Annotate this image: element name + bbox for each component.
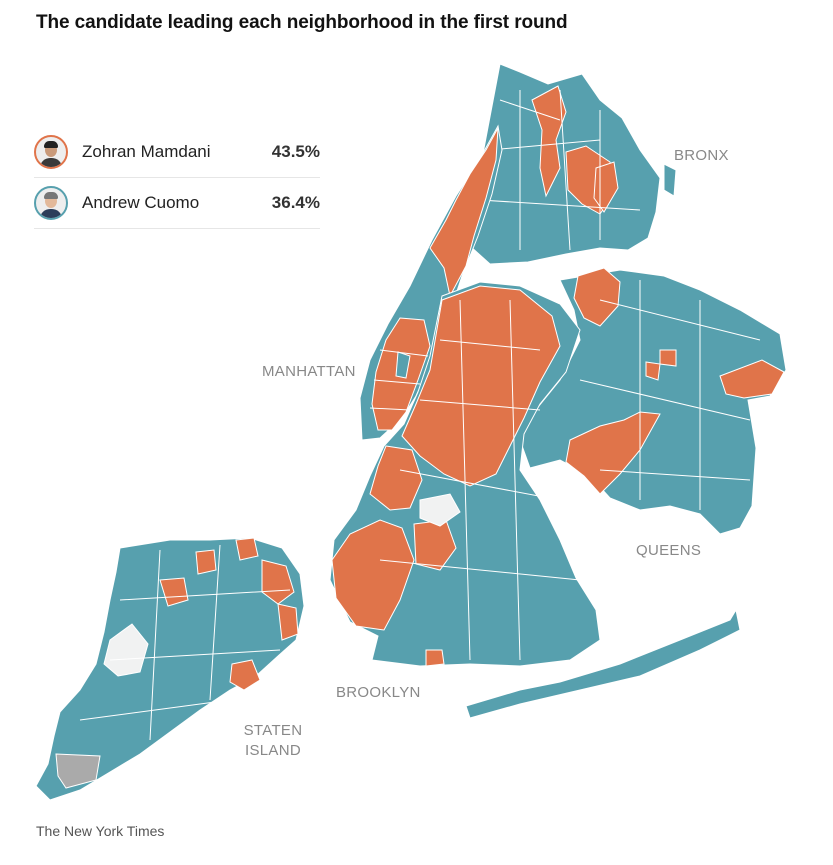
neighborhood — [103, 623, 149, 677]
borough-outline — [379, 299, 581, 661]
manhattan-borough — [359, 124, 503, 441]
legend-row-mamdani: Zohran Mamdani 43.5% — [34, 127, 320, 178]
neighborhood — [261, 559, 295, 605]
candidate-legend: Zohran Mamdani 43.5% Andrew Cuomo 36.4% — [34, 127, 320, 229]
neighborhood — [719, 359, 785, 399]
neighborhood — [35, 537, 305, 801]
neighborhood — [663, 163, 677, 197]
neighborhood — [573, 267, 621, 327]
neighborhood — [369, 445, 423, 511]
neighborhood — [277, 603, 299, 641]
map-title: The candidate leading each neighborhood … — [36, 12, 568, 33]
borough-outline — [369, 349, 429, 411]
brooklyn-borough — [329, 281, 601, 667]
source-credit: The New York Times — [36, 823, 165, 839]
borough-outline — [79, 544, 291, 741]
neighborhood — [195, 549, 217, 575]
bronx-borough — [469, 63, 677, 265]
legend-row-cuomo: Andrew Cuomo 36.4% — [34, 178, 320, 229]
neighborhood — [235, 537, 259, 561]
mamdani-percent: 43.5% — [271, 142, 320, 161]
neighborhood — [659, 349, 677, 367]
mamdani-avatar — [34, 135, 68, 169]
label-manhattan: MANHATTAN — [262, 363, 356, 380]
neighborhood — [429, 127, 499, 298]
borough-outline — [479, 89, 641, 251]
label-brooklyn: BROOKLYN — [336, 684, 421, 701]
neighborhood — [401, 285, 561, 487]
neighborhood — [419, 493, 461, 527]
label-staten-island: STATEN ISLAND — [243, 722, 303, 759]
cuomo-percent: 36.4% — [271, 193, 320, 212]
queens-borough — [465, 267, 787, 719]
borough-outline — [579, 280, 761, 510]
cuomo-avatar — [34, 186, 68, 220]
neighborhood — [331, 519, 415, 631]
cuomo-name: Andrew Cuomo — [82, 193, 200, 212]
neighborhood — [645, 361, 661, 381]
label-queens: QUEENS — [636, 542, 702, 559]
staten-island-borough — [35, 537, 305, 801]
neighborhood — [395, 351, 411, 379]
neighborhood — [425, 649, 445, 667]
neighborhood — [229, 659, 261, 691]
rockaway-peninsula — [465, 608, 741, 719]
neighborhood-no-data — [55, 753, 101, 789]
mamdani-name: Zohran Mamdani — [82, 142, 211, 161]
label-bronx: BRONX — [674, 147, 729, 164]
